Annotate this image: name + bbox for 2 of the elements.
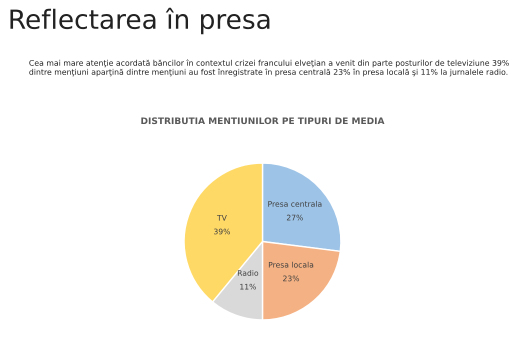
chart-title: DISTRIBUTIA MENTIUNILOR PE TIPURI DE MEDIA (141, 117, 384, 124)
text: Reflectarea în presa (10, 8, 270, 34)
